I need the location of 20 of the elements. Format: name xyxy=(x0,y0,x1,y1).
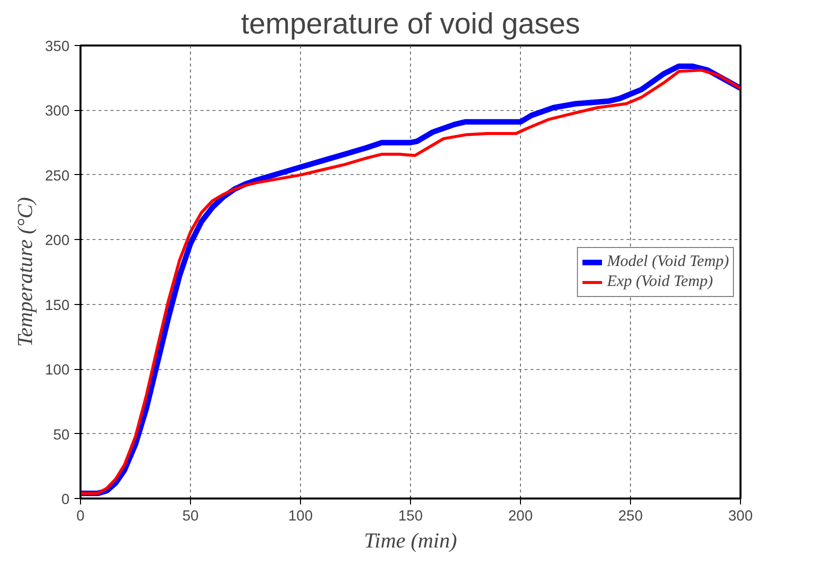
x-axis-title: Time (min) xyxy=(364,528,458,552)
y-tick-label: 200 xyxy=(45,233,70,250)
y-tick-label: 250 xyxy=(45,168,70,184)
x-tick-label: 50 xyxy=(182,508,199,524)
x-tick-label: 150 xyxy=(398,508,423,524)
x-tick-label: 300 xyxy=(728,508,753,524)
y-tick-label: 150 xyxy=(45,298,70,314)
x-tick-label: 100 xyxy=(288,508,313,524)
y-tick-label: 350 xyxy=(45,39,70,55)
legend-label: Exp (Void Temp) xyxy=(606,272,713,290)
x-tick-label: 250 xyxy=(618,508,643,524)
y-tick-label: 100 xyxy=(45,362,70,379)
y-tick-label: 50 xyxy=(53,427,70,444)
y-tick-label: 0 xyxy=(61,492,70,508)
y-axis-title: Temperature (°C) xyxy=(13,197,38,347)
x-tick-label: 200 xyxy=(508,508,533,524)
chart-title: temperature of void gases xyxy=(240,8,580,40)
y-tick-label: 300 xyxy=(45,104,70,120)
x-tick-label: 0 xyxy=(76,508,85,524)
legend-label: Model (Void Temp) xyxy=(606,252,729,270)
